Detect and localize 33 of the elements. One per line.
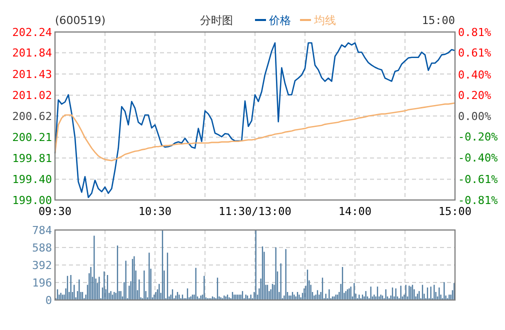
legend-label: 均线 [313, 14, 336, 27]
y-tick-label: 199.00 [12, 194, 52, 207]
y-tick-label: 201.43 [12, 68, 52, 81]
y2-tick-label: 0.81% [458, 26, 492, 39]
y-tick-label: 201.02 [12, 89, 52, 102]
y2-tick-label: -0.61% [458, 173, 498, 186]
x-tick-label: 09:30 [38, 205, 72, 218]
chart-subtitle: 分时图 [200, 14, 233, 27]
y-tick-label: 0 [45, 294, 52, 307]
y-tick-label: 199.81 [12, 152, 52, 165]
x-tick-label: 14:00 [338, 205, 372, 218]
y-tick-label: 200.21 [12, 131, 52, 144]
y-tick-label: 784 [32, 224, 52, 237]
y-tick-label: 199.40 [12, 173, 52, 186]
y2-tick-label: 0.00% [458, 110, 492, 123]
y2-tick-label: -0.40% [458, 151, 498, 164]
y-tick-label: 196 [32, 276, 52, 290]
text: 15:00 [422, 14, 455, 27]
y2-tick-label: -0.20% [458, 130, 498, 144]
chart-title: (600519) [55, 14, 106, 27]
y-tick-label: 201.84 [12, 46, 52, 60]
y-tick-label: 202.24 [12, 26, 52, 39]
y2-tick-label: 0.20% [458, 89, 492, 102]
y-tick-label: 588 [32, 241, 52, 254]
x-tick-label: 15:00 [438, 205, 472, 218]
legend-label: 价格 [268, 14, 291, 27]
x-tick-label: 11:30/13:00 [218, 205, 292, 218]
x-tick-label: 10:30 [138, 205, 172, 218]
y-tick-label: 392 [32, 258, 52, 272]
y2-tick-label: -0.81% [458, 194, 498, 207]
y2-tick-label: 0.40% [458, 68, 492, 82]
y-tick-label: 200.62 [12, 110, 52, 123]
y2-tick-label: 0.61% [458, 46, 492, 60]
